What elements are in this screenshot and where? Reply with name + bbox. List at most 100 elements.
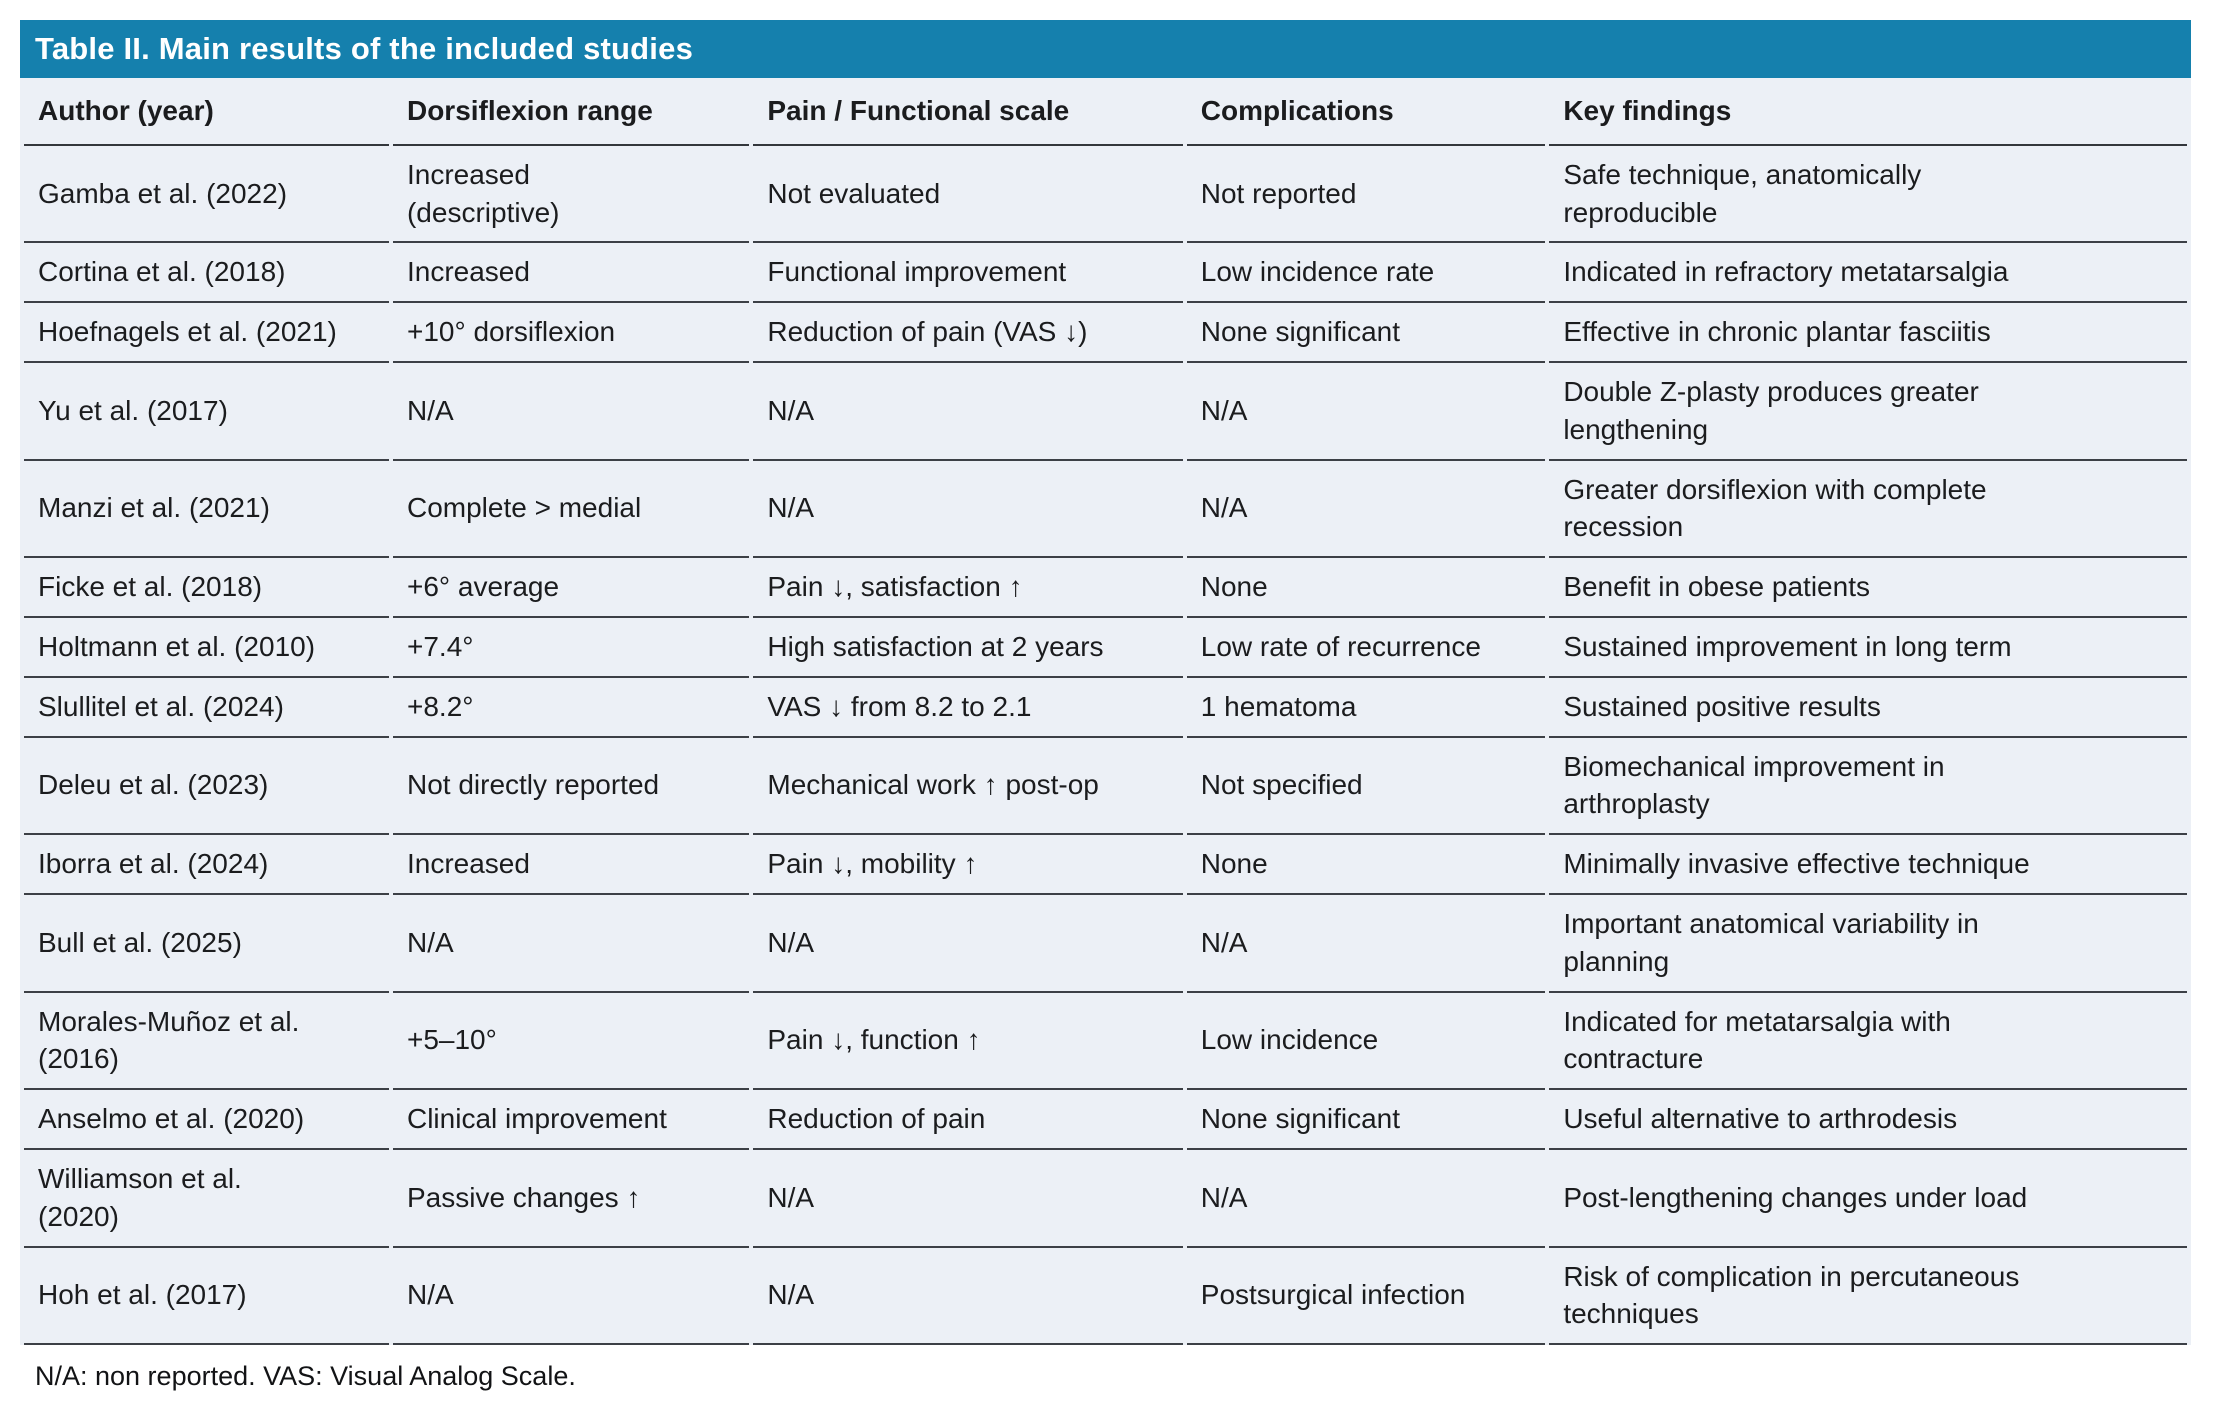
cell-pain-functional-scale: N/A [753,1150,1183,1248]
cell-dorsiflexion-range: Complete > medial [392,461,750,559]
cell-key-findings: Greater dorsiflexion with complete reces… [1549,461,2187,559]
cell-dorsiflexion-range: +6° average [392,558,750,618]
cell-key-findings: Indicated for metatarsalgia with contrac… [1549,993,2187,1091]
cell-pain-functional-scale: Pain ↓, satisfaction ↑ [753,558,1183,618]
cell-pain-functional-scale: High satisfaction at 2 years [753,618,1183,678]
table-row: Iborra et al. (2024) Increased Pain ↓, mob… [24,835,2187,895]
cell-complications: None significant [1186,303,1546,363]
cell-dorsiflexion-range: N/A [392,895,750,993]
cell-author: Manzi et al. (2021) [24,461,389,559]
table-row: Hoefnagels et al. (2021) +10° dorsiflexio… [24,303,2187,363]
cell-key-findings: Sustained positive results [1549,678,2187,738]
cell-pain-functional-scale: Reduction of pain [753,1090,1183,1150]
cell-pain-functional-scale: VAS ↓ from 8.2 to 2.1 [753,678,1183,738]
cell-key-findings: Important anatomical variability in plan… [1549,895,2187,993]
cell-complications: None significant [1186,1090,1546,1150]
cell-pain-functional-scale: Not evaluated [753,146,1183,244]
cell-author: Hoh et al. (2017) [24,1248,389,1346]
cell-author: Iborra et al. (2024) [24,835,389,895]
cell-key-findings: Post-lengthening changes under load [1549,1150,2187,1248]
cell-key-findings: Minimally invasive effective technique [1549,835,2187,895]
table-card: Table II. Main results of the included s… [20,20,2191,1392]
cell-complications: 1 hematoma [1186,678,1546,738]
table-row: Cortina et al. (2018) Increased Functional… [24,243,2187,304]
cell-dorsiflexion-range: +10° dorsiflexion [392,303,750,363]
table-row: Hoh et al. (2017) N/A N/A Postsurgical infe… [24,1248,2187,1346]
cell-author: Holtmann et al. (2010) [24,618,389,678]
cell-dorsiflexion-range: +7.4° [392,618,750,678]
column-header-dorsiflexion-range: Dorsiflexion range [392,78,750,146]
cell-dorsiflexion-range: Increased [392,243,750,304]
cell-pain-functional-scale: Reduction of pain (VAS ↓) [753,303,1183,363]
cell-author: Anselmo et al. (2020) [24,1090,389,1150]
cell-author: Bull et al. (2025) [24,895,389,993]
cell-key-findings: Biomechanical improvement in arthroplast… [1549,738,2187,836]
cell-author: Deleu et al. (2023) [24,738,389,836]
table-title: Table II. Main results of the included s… [35,31,694,66]
cell-key-findings: Double Z-plasty produces greater lengthe… [1549,363,2187,461]
table-row: Ficke et al. (2018) +6° average Pain ↓, sa… [24,558,2187,618]
table-row: Manzi et al. (2021) Complete > medial N/A N… [24,461,2187,559]
cell-complications: None [1186,835,1546,895]
table-head: Author (year) Dorsiflexion range Pain / … [24,78,2187,146]
cell-pain-functional-scale: N/A [753,1248,1183,1346]
cell-author: Slullitel et al. (2024) [24,678,389,738]
cell-complications: Low incidence [1186,993,1546,1091]
cell-key-findings: Indicated in refractory metatarsalgia [1549,243,2187,304]
table-title-bar: Table II. Main results of the included s… [20,20,2191,78]
table-body: Gamba et al. (2022) Increased (descriptiv… [24,146,2187,1346]
cell-complications: Not specified [1186,738,1546,836]
cell-complications: Low rate of recurrence [1186,618,1546,678]
cell-dorsiflexion-range: N/A [392,363,750,461]
cell-complications: N/A [1186,1150,1546,1248]
cell-complications: Not reported [1186,146,1546,244]
cell-pain-functional-scale: Pain ↓, function ↑ [753,993,1183,1091]
results-table: Author (year) Dorsiflexion range Pain / … [20,78,2191,1346]
cell-key-findings: Sustained improvement in long term [1549,618,2187,678]
cell-dorsiflexion-range: +8.2° [392,678,750,738]
cell-complications: N/A [1186,363,1546,461]
cell-dorsiflexion-range: N/A [392,1248,750,1346]
table-footnote: N/A: non reported. VAS: Visual Analog Sc… [35,1361,576,1392]
cell-pain-functional-scale: N/A [753,363,1183,461]
cell-dorsiflexion-range: Passive changes ↑ [392,1150,750,1248]
cell-author: Gamba et al. (2022) [24,146,389,244]
cell-author: Williamson et al. (2020) [24,1150,389,1248]
cell-dorsiflexion-range: Not directly reported [392,738,750,836]
column-header-pain-functional-scale: Pain / Functional scale [753,78,1183,146]
cell-dorsiflexion-range: +5–10° [392,993,750,1091]
cell-key-findings: Risk of complication in percutaneous tec… [1549,1248,2187,1346]
cell-author: Yu et al. (2017) [24,363,389,461]
table-row: Morales-Muñoz et al. (2016) +5–10° Pain ↓,… [24,993,2187,1091]
table-row: Yu et al. (2017) N/A N/A N/A Double Z-plasty… [24,363,2187,461]
cell-author: Cortina et al. (2018) [24,243,389,304]
table-row: Bull et al. (2025) N/A N/A N/A Important ana… [24,895,2187,993]
table-row: Slullitel et al. (2024) +8.2° VAS ↓ from 8… [24,678,2187,738]
cell-dorsiflexion-range: Increased (descriptive) [392,146,750,244]
cell-complications: N/A [1186,895,1546,993]
cell-complications: Low incidence rate [1186,243,1546,304]
table-row: Gamba et al. (2022) Increased (descriptiv… [24,146,2187,244]
cell-pain-functional-scale: Mechanical work ↑ post-op [753,738,1183,836]
cell-author: Hoefnagels et al. (2021) [24,303,389,363]
column-header-author: Author (year) [24,78,389,146]
cell-key-findings: Benefit in obese patients [1549,558,2187,618]
cell-dorsiflexion-range: Clinical improvement [392,1090,750,1150]
cell-key-findings: Effective in chronic plantar fasciitis [1549,303,2187,363]
cell-pain-functional-scale: Pain ↓, mobility ↑ [753,835,1183,895]
cell-pain-functional-scale: N/A [753,895,1183,993]
column-header-complications: Complications [1186,78,1546,146]
column-header-key-findings: Key findings [1549,78,2187,146]
cell-key-findings: Safe technique, anatomically reproducibl… [1549,146,2187,244]
cell-complications: Postsurgical infection [1186,1248,1546,1346]
cell-complications: N/A [1186,461,1546,559]
cell-pain-functional-scale: Functional improvement [753,243,1183,304]
cell-key-findings: Useful alternative to arthrodesis [1549,1090,2187,1150]
table-row: Deleu et al. (2023) Not directly reported… [24,738,2187,836]
table-row: Holtmann et al. (2010) +7.4° High satisfac… [24,618,2187,678]
cell-author: Morales-Muñoz et al. (2016) [24,993,389,1091]
cell-author: Ficke et al. (2018) [24,558,389,618]
cell-pain-functional-scale: N/A [753,461,1183,559]
cell-dorsiflexion-range: Increased [392,835,750,895]
